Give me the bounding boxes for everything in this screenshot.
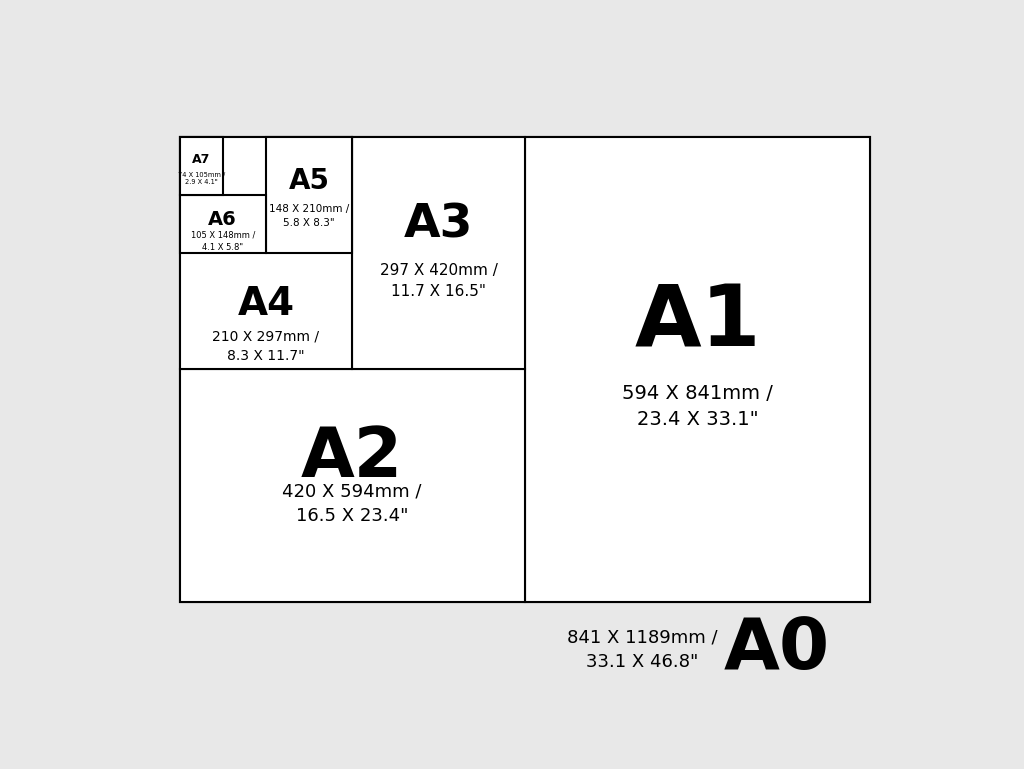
Text: 148 X 210mm /
5.8 X 8.3": 148 X 210mm / 5.8 X 8.3" (269, 204, 349, 228)
Bar (179, 137, 870, 601)
Bar (524, 137, 870, 601)
Text: 74 X 105mm /
2.9 X 4.1": 74 X 105mm / 2.9 X 4.1" (177, 171, 225, 185)
Text: 297 X 420mm /
11.7 X 16.5": 297 X 420mm / 11.7 X 16.5" (380, 263, 498, 299)
Bar (266, 137, 352, 253)
Bar (179, 195, 266, 253)
Bar (179, 137, 223, 195)
Text: A3: A3 (403, 202, 473, 248)
Bar (179, 137, 352, 369)
Text: 841 X 1189mm /
33.1 X 46.8": 841 X 1189mm / 33.1 X 46.8" (566, 628, 717, 671)
Text: A2: A2 (301, 424, 403, 491)
Text: A6: A6 (208, 210, 238, 228)
Text: 105 X 148mm /
4.1 X 5.8": 105 X 148mm / 4.1 X 5.8" (190, 231, 255, 251)
Text: A7: A7 (191, 154, 210, 166)
Text: 420 X 594mm /
16.5 X 23.4": 420 X 594mm / 16.5 X 23.4" (283, 482, 422, 525)
Text: 594 X 841mm /
23.4 X 33.1": 594 X 841mm / 23.4 X 33.1" (622, 384, 773, 429)
Bar (179, 369, 524, 601)
Text: A4: A4 (238, 285, 295, 323)
Text: 210 X 297mm /
8.3 X 11.7": 210 X 297mm / 8.3 X 11.7" (212, 329, 319, 363)
Bar (352, 137, 524, 369)
Text: A1: A1 (634, 281, 761, 364)
Text: A0: A0 (724, 615, 829, 684)
Text: A5: A5 (289, 167, 330, 195)
